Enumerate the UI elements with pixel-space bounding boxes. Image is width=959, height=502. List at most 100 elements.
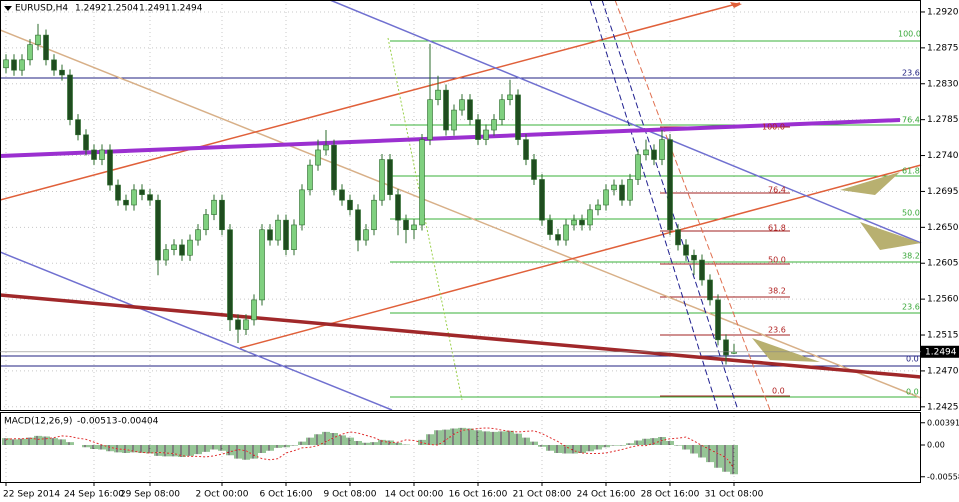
candle-body [683,244,689,256]
drawings [0,0,922,411]
candle-body [331,144,337,191]
y-tick-label: 1.2785 [927,115,959,125]
candle-body [459,99,465,111]
fib-label: 61.8 [768,224,786,233]
macd-title: MACD(12,26,9) [4,417,72,427]
candle-body [147,194,153,201]
fib-labels: 100.0 23.6 76.4 61.8 50.0 38.2 23.6 0.0 … [762,30,921,397]
candle-body [515,94,521,140]
trend-line [329,0,922,244]
trend-line [0,293,922,379]
candle-body [395,194,401,221]
candle-body [275,219,281,241]
candle-body [219,199,225,231]
fib-label: 23.6 [902,303,920,312]
candle-body [307,164,313,191]
candle-body [595,204,601,211]
candle-body [635,154,641,180]
x-tick-label: 29 Sep 08:00 [120,490,180,500]
fib-label: 23.6 [768,326,786,335]
ohlc-low: 1.2491 [139,4,171,14]
candle-body [627,179,633,201]
fib-label: 50.0 [768,256,786,265]
ohlc-close: 1.2494 [171,4,203,14]
fib-label: 0.0 [906,355,919,364]
candle-body [587,209,593,226]
candle-body [75,119,81,136]
x-tick-label: 22 Sep 2014 [3,490,60,500]
macd-y-tick-label: 0.00391 [927,418,959,427]
fib-label: 23.6 [902,69,920,78]
candle-body [547,219,553,235]
candle-body [355,209,361,241]
candle-body [443,89,449,131]
candle-body [523,139,529,160]
candle-body [243,319,249,330]
candle-body [651,149,657,160]
candle-body [483,129,489,140]
macd-panel [2,427,738,475]
candle-body [115,184,121,201]
candle-body [691,254,697,261]
candle-body [283,219,289,250]
candle-body [667,139,673,231]
candle-body [347,199,353,211]
candle-body [59,69,65,76]
candle-body [555,234,561,241]
candle-body [99,149,105,160]
candle-body [499,99,505,120]
y-tick-label: 1.2470 [927,366,959,376]
ohlc-open: 1.2492 [75,4,107,14]
candle-body [707,279,713,301]
candle-body [227,229,233,321]
candle-body [315,149,321,166]
symbol: EURUSD,H4 [15,4,68,14]
candle-body [427,99,433,140]
candle-body [675,229,681,246]
macd-y-tick-label: 0.00 [927,441,945,450]
candle-body [171,244,177,250]
projection-arrow [860,222,921,250]
candle-body [139,189,145,195]
trend-line [0,118,901,158]
trend-line [0,251,393,411]
candle-body [291,224,297,250]
candle-body [123,199,129,206]
candle-body [83,134,89,151]
arrow-head [730,2,742,8]
candle-body [467,99,473,120]
x-tick-label: 24 Sep 16:00 [64,490,124,500]
fib-label: 50.0 [902,209,920,218]
candle-body [187,239,193,256]
macd-frame [0,412,921,483]
macd-value: -0.00513 [77,417,117,427]
y-tick-label: 1.2425 [927,402,959,412]
y-tick-label: 1.2830 [927,79,959,89]
projection-arrow [840,172,900,195]
plot-frame [0,0,921,411]
candle-body [251,299,257,321]
candle-body [419,139,425,226]
price-label: 1.2494 [925,347,957,357]
candle-body [267,229,273,241]
x-tick-label: 2 Oct 00:00 [196,490,249,500]
candle-body [507,94,513,101]
x-tick-label: 28 Oct 16:00 [641,490,700,500]
candle-body [451,109,457,131]
y-tick-label: 1.2875 [927,43,959,53]
x-tick-label: 24 Oct 16:00 [577,490,636,500]
fib-label: 0.0 [772,387,785,396]
x-tick-label: 16 Oct 16:00 [449,490,508,500]
candle-body [475,119,481,140]
candle-body [195,229,201,241]
fib-label: 100.0 [762,123,785,132]
candle-body [603,189,609,206]
x-tick-label: 21 Oct 08:00 [513,490,572,500]
candle-body [371,199,377,231]
candle-body [403,219,409,231]
x-tick-label: 31 Oct 08:00 [705,490,764,500]
x-tick-label: 9 Oct 08:00 [324,490,377,500]
projection-arrow [752,338,820,362]
candle-body [643,149,649,156]
